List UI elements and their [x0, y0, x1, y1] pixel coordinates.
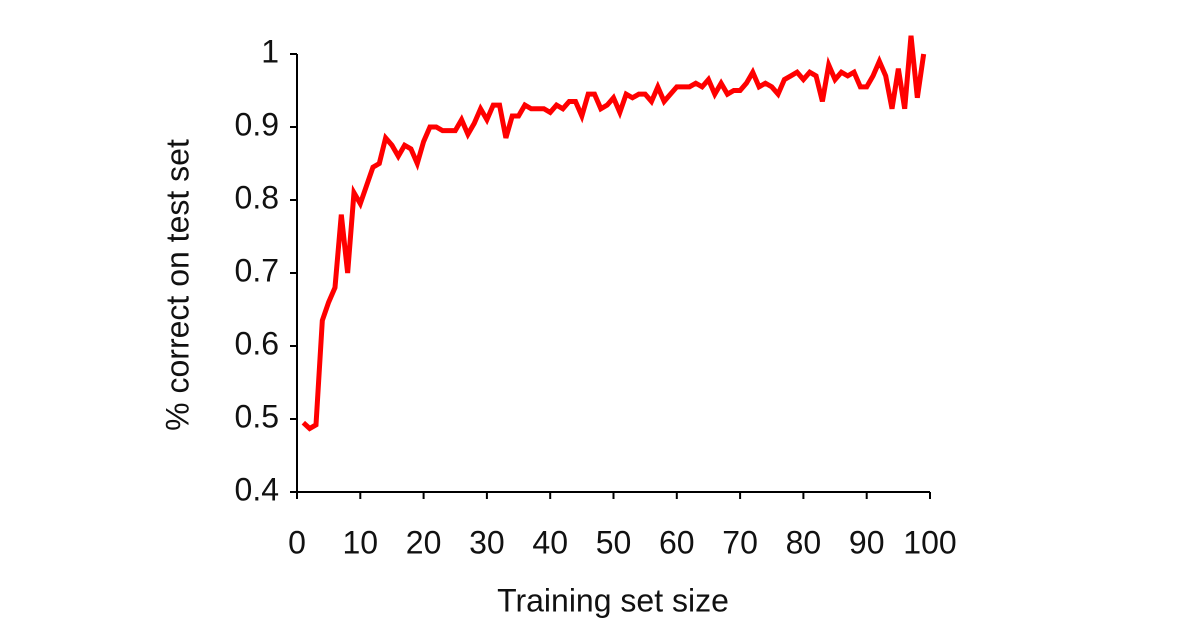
y-tick-label: 0.6: [235, 325, 279, 361]
y-tick-label: 0.4: [235, 471, 279, 507]
x-tick-label: 100: [903, 524, 956, 560]
x-axis-title: Training set size: [497, 582, 729, 618]
x-tick-label: 80: [786, 524, 822, 560]
x-tick-label: 60: [659, 524, 695, 560]
x-tick-label: 50: [596, 524, 632, 560]
x-tick-label: 0: [288, 524, 306, 560]
x-tick-label: 20: [406, 524, 442, 560]
x-tick-label: 10: [343, 524, 379, 560]
y-tick-label: 0.5: [235, 398, 279, 434]
x-tick-label: 90: [849, 524, 885, 560]
x-tick-label: 30: [469, 524, 505, 560]
x-tick-label: 70: [722, 524, 758, 560]
y-axis-title: % correct on test set: [159, 139, 195, 431]
data-line: [301, 35, 927, 432]
y-tick-label: 0.9: [235, 106, 279, 142]
y-tick-label: 0.8: [235, 179, 279, 215]
y-tick-label: 1: [261, 33, 279, 69]
x-tick-label: 40: [532, 524, 568, 560]
y-tick-label: 0.7: [235, 252, 279, 288]
